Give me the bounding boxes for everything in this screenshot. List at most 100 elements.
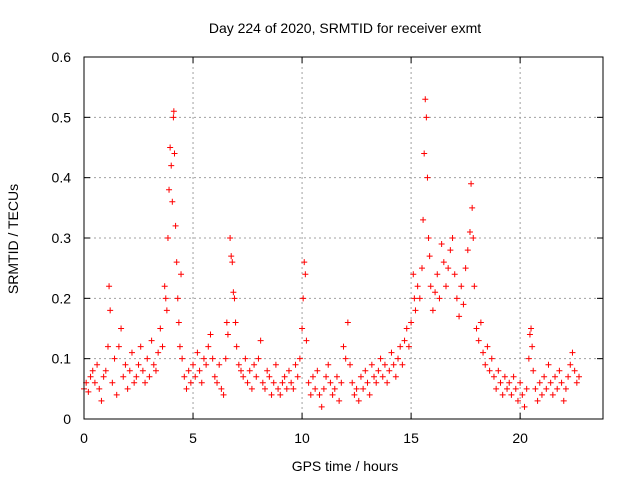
data-point xyxy=(244,379,251,386)
data-point xyxy=(268,391,275,398)
x-tick-label: 15 xyxy=(403,430,419,446)
data-point xyxy=(338,379,345,386)
data-point xyxy=(100,373,107,380)
chart-title: Day 224 of 2020, SRMTID for receiver exm… xyxy=(209,20,481,36)
data-point xyxy=(403,325,410,332)
data-point xyxy=(98,397,105,404)
data-point xyxy=(235,361,242,368)
data-point xyxy=(541,373,548,380)
data-point xyxy=(115,343,122,350)
data-point xyxy=(429,307,436,314)
data-point xyxy=(436,295,443,302)
data-point xyxy=(327,379,334,386)
data-point xyxy=(458,283,465,290)
data-point xyxy=(331,385,338,392)
data-points xyxy=(81,96,583,410)
data-point xyxy=(223,319,230,326)
data-point xyxy=(155,349,162,356)
data-point xyxy=(434,271,441,278)
data-point xyxy=(113,391,120,398)
data-point xyxy=(169,198,176,205)
data-point xyxy=(248,385,255,392)
data-point xyxy=(532,385,539,392)
data-point xyxy=(373,379,380,386)
data-point xyxy=(364,379,371,386)
data-point xyxy=(307,391,314,398)
data-point xyxy=(257,337,264,344)
data-point xyxy=(344,319,351,326)
data-point xyxy=(126,367,133,374)
data-point xyxy=(164,235,171,241)
data-point xyxy=(222,355,229,362)
data-point xyxy=(148,337,155,344)
data-point xyxy=(480,349,487,356)
data-point xyxy=(264,367,271,374)
data-point xyxy=(562,385,569,392)
data-point xyxy=(320,385,327,392)
data-point xyxy=(340,343,347,350)
data-point xyxy=(504,385,511,392)
data-point xyxy=(240,373,247,380)
data-point xyxy=(325,361,332,368)
data-point xyxy=(142,379,149,386)
data-point xyxy=(357,373,364,380)
data-point xyxy=(102,367,109,374)
data-point xyxy=(253,373,260,380)
data-point xyxy=(501,373,508,380)
data-point xyxy=(438,241,445,248)
data-point xyxy=(468,180,475,187)
data-point xyxy=(490,373,497,380)
data-point xyxy=(139,367,146,374)
data-point xyxy=(96,385,103,392)
data-point xyxy=(111,355,118,362)
data-point xyxy=(536,379,543,386)
data-point xyxy=(390,361,397,368)
data-point xyxy=(281,373,288,380)
data-point xyxy=(456,313,463,320)
axis-ticks: 0 0.1 0.2 0.3 0.4 0.5 0.6 0 5 10 15 20 xyxy=(52,49,603,446)
data-point xyxy=(333,373,340,380)
data-point xyxy=(466,228,473,235)
data-point xyxy=(275,385,282,392)
data-point xyxy=(565,373,572,380)
data-point xyxy=(342,355,349,362)
data-point xyxy=(279,379,286,386)
data-point xyxy=(175,319,182,326)
data-point xyxy=(316,391,323,398)
data-point xyxy=(255,355,262,362)
data-point xyxy=(486,367,493,374)
data-point xyxy=(549,391,556,398)
data-point xyxy=(397,343,404,350)
data-point xyxy=(211,373,218,380)
data-point xyxy=(303,337,310,344)
data-point xyxy=(410,271,417,278)
data-point xyxy=(523,385,530,392)
data-point xyxy=(227,235,234,241)
grid-lines xyxy=(84,57,603,419)
data-point xyxy=(181,373,188,380)
data-point xyxy=(528,325,535,332)
data-point xyxy=(173,259,180,266)
data-point xyxy=(301,259,308,266)
data-point xyxy=(305,379,312,386)
data-point xyxy=(137,343,144,350)
data-point xyxy=(368,361,375,368)
data-point xyxy=(464,247,471,254)
data-point xyxy=(230,289,237,296)
data-point xyxy=(190,361,197,368)
data-point xyxy=(228,253,235,260)
x-tick-label: 5 xyxy=(189,430,197,446)
data-point xyxy=(277,391,284,398)
data-point xyxy=(508,391,515,398)
data-point xyxy=(371,373,378,380)
data-point xyxy=(392,373,399,380)
data-point xyxy=(510,373,517,380)
data-point xyxy=(171,150,178,157)
data-point xyxy=(152,367,159,374)
data-point xyxy=(106,283,113,290)
data-point xyxy=(353,385,360,392)
data-point xyxy=(172,222,179,229)
data-point xyxy=(159,343,166,350)
y-tick-label: 0 xyxy=(63,411,71,427)
